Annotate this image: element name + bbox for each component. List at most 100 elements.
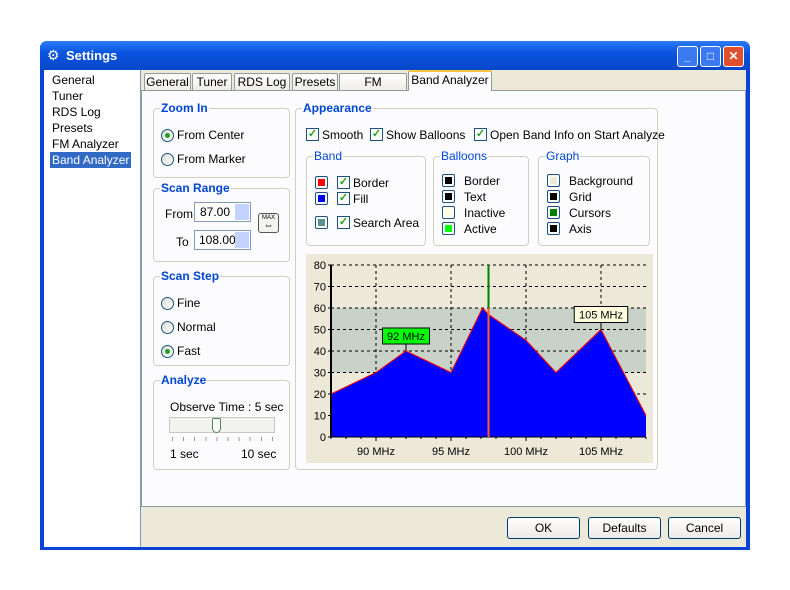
ok-button[interactable]: OK [507,517,580,539]
from-input[interactable]: 87.00 [194,202,251,222]
open-band-info-checkbox[interactable]: ✓ [474,128,487,141]
graph-title: Graph [545,149,581,163]
smooth-label: Smooth [322,128,364,142]
observe-time-label: Observe Time : 5 sec [170,400,284,414]
band-fill-checkbox[interactable]: ✓ [337,192,350,205]
minimize-button[interactable]: _ [677,46,698,67]
gears-icon: ⚙ [47,47,60,63]
graph-background-color-swatch[interactable] [547,174,560,187]
search-area-label: Search Area [353,216,420,230]
band-border [330,307,647,416]
normal-label: Normal [177,320,216,334]
y-tick-label: 20 [314,389,326,401]
scan-range-title: Scan Range [160,181,231,195]
appearance-group: Appearance ✓ Smooth ✓ Show Balloons ✓ Op… [295,101,665,470]
to-spinner[interactable] [235,232,249,248]
show-balloons-label: Show Balloons [386,128,466,142]
maximize-button[interactable]: □ [700,46,721,67]
sidebar-list: General Tuner RDS Log Presets FM Analyze… [44,70,141,547]
sidebar-item-rds-log[interactable]: RDS Log [52,105,101,119]
slider-min-label: 1 sec [170,447,199,461]
max-label: MAX [261,215,275,221]
band-fill-color-swatch[interactable] [315,192,328,205]
from-label: From [165,207,193,221]
fast-label: Fast [177,344,201,358]
normal-radio[interactable] [161,321,174,334]
from-spinner[interactable] [235,204,249,220]
y-tick-label: 70 [314,282,326,294]
title-bar[interactable]: ⚙ Settings _ □ ✕ [40,41,750,70]
slider-ticks [172,437,274,441]
graph-cursors-color-swatch[interactable] [547,206,560,219]
settings-window: ⚙ Settings _ □ ✕ General Tuner RDS Log P… [40,41,750,550]
sidebar-item-tuner[interactable]: Tuner [52,89,83,103]
defaults-button[interactable]: Defaults [588,517,661,539]
balloon-border-color-swatch[interactable] [442,174,455,187]
x-tick-label: 90 MHz [357,446,395,458]
from-value: 87.00 [199,205,230,219]
observe-time-slider[interactable] [169,417,275,433]
scan-range-group: Scan Range From 87.00 To 108.00 MAX ⇔ [153,181,290,262]
band-border-checkbox[interactable]: ✓ [337,176,350,189]
band-analyzer-panel: Zoom In From Center From Marker Scan Ran… [141,90,746,507]
search-area-checkbox[interactable]: ✓ [337,216,350,229]
y-tick-label: 10 [314,411,326,423]
fast-radio[interactable] [161,345,174,358]
analyze-title: Analyze [160,373,208,387]
tab-general[interactable]: General [144,73,191,91]
tab-presets[interactable]: Presets [292,73,338,91]
from-marker-radio[interactable] [161,153,174,166]
balloon-active-color-swatch[interactable] [442,222,455,235]
sidebar-item-fm-analyzer[interactable]: FM Analyzer [52,137,119,151]
balloon [382,327,430,345]
max-range-button[interactable]: MAX ⇔ [258,213,279,233]
graph-grid-color-swatch[interactable] [547,190,560,203]
tab-band-analyzer[interactable]: Band Analyzer [408,70,492,91]
band-fill-label: Fill [353,192,369,206]
scan-step-title: Scan Step [160,269,221,283]
close-button[interactable]: ✕ [723,46,744,67]
tab-tuner[interactable]: Tuner [192,73,232,91]
appearance-title: Appearance [302,101,373,115]
balloon-inactive-color-swatch[interactable] [442,206,455,219]
fine-radio[interactable] [161,297,174,310]
graph-group: Graph Background Grid Cursors Axis [538,149,650,246]
balloon-active-label: Active [464,222,497,236]
balloons-group: Balloons Border Text Inactive Active [433,149,529,246]
show-balloons-checkbox[interactable]: ✓ [370,128,383,141]
balloons-title: Balloons [440,149,489,163]
search-area-color-swatch[interactable] [315,216,328,229]
slider-max-label: 10 sec [241,447,277,461]
band-title: Band [313,149,344,163]
y-tick-label: 80 [314,260,326,272]
from-center-label: From Center [177,128,245,142]
band-chart[interactable]: 0 10 20 30 40 50 60 70 80 90 MHz 95 MHz 100 MHz 105 … [306,254,653,463]
tab-fm-analyzer[interactable]: FM Analyzer [339,73,407,106]
sidebar-item-band-analyzer[interactable]: Band Analyzer [50,152,132,168]
balloon-text-label: Text [464,190,487,204]
x-tick-label: 100 MHz [504,446,548,458]
from-marker-label: From Marker [177,152,246,166]
to-input[interactable]: 108.00 [194,230,251,250]
graph-background-label: Background [569,174,634,188]
x-tick-label: 105 MHz [579,446,623,458]
balloon-border-label: Border [464,174,501,188]
sidebar-item-general[interactable]: General [52,73,95,87]
y-tick-label: 0 [320,432,326,444]
double-arrow-icon: ⇔ [263,220,274,231]
cancel-button[interactable]: Cancel [668,517,741,539]
sidebar-item-presets[interactable]: Presets [52,121,93,135]
graph-axis-color-swatch[interactable] [547,222,560,235]
slider-thumb[interactable] [212,418,221,433]
to-value: 108.00 [199,233,236,247]
from-center-radio[interactable] [161,129,174,142]
fine-label: Fine [177,296,201,310]
balloon-text-color-swatch[interactable] [442,190,455,203]
y-tick-label: 40 [314,346,326,358]
band-border-color-swatch[interactable] [315,176,328,189]
zoom-in-title: Zoom In [160,101,209,115]
band-border-label: Border [353,176,390,190]
client-area: General Tuner RDS Log Presets FM Analyze… [44,70,746,547]
smooth-checkbox[interactable]: ✓ [306,128,319,141]
tab-rds-log[interactable]: RDS Log [234,73,290,91]
